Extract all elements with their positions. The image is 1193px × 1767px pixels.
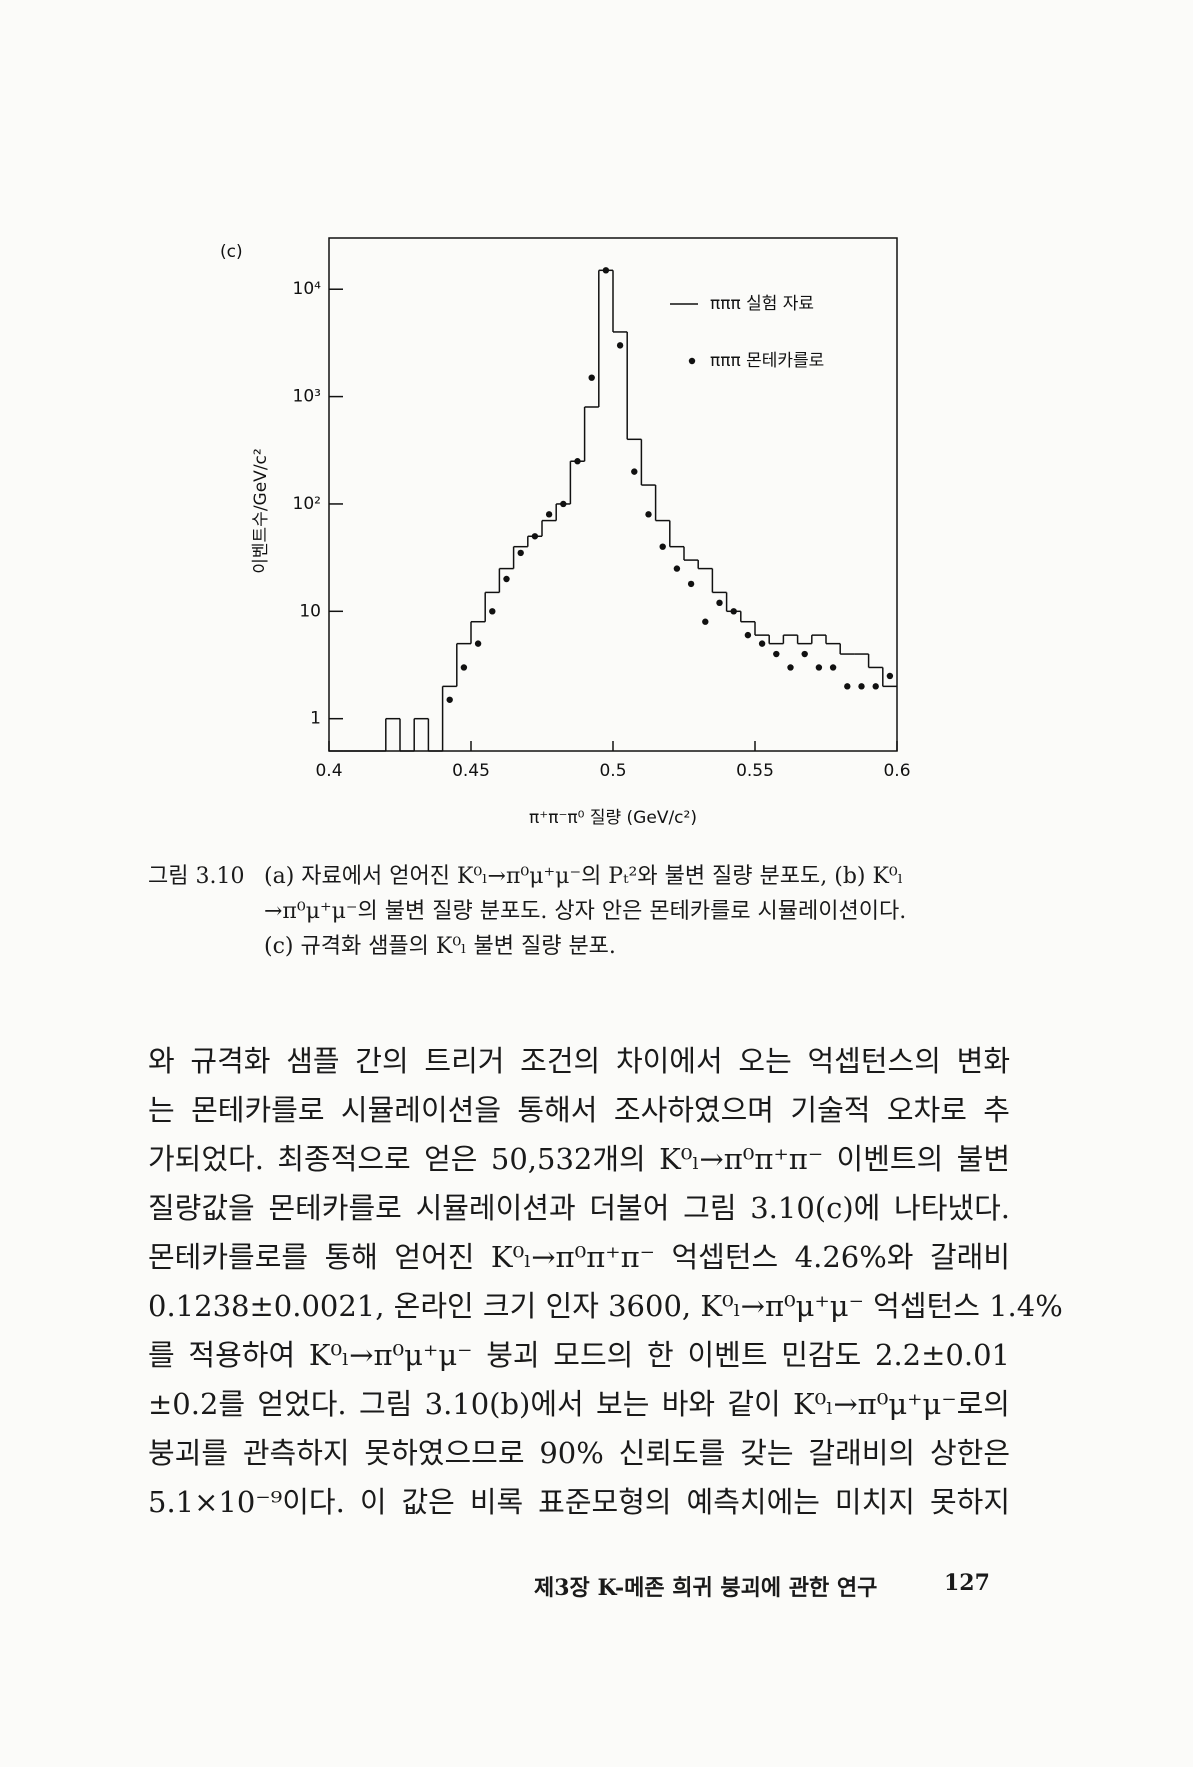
body-line: 를 적용하여 K⁰ₗ→π⁰μ⁺μ⁻ 붕괴 모드의 한 이벤트 민감도 2.2±0… [148, 1338, 1010, 1372]
mc-point [460, 664, 468, 671]
mc-point [602, 267, 610, 274]
mc-point [744, 631, 752, 639]
chapter-title: 제3장 K-메존 희귀 붕괴에 관한 연구 [534, 1575, 878, 1601]
mc-point [758, 640, 766, 647]
legend-label: πππ 실험 자료 [710, 294, 814, 314]
body-line: 와 규격화 샘플 간의 트리거 조건의 차이에서 오는 억셉턴스의 변화 [148, 1044, 1010, 1078]
caption-line: (c) 규격화 샘플의 K⁰ₗ 불변 질량 분포. [264, 934, 616, 959]
mc-point [815, 664, 823, 671]
mc-point [659, 543, 666, 550]
mc-point [645, 511, 652, 518]
caption-label: 그림 3.10 [148, 864, 245, 889]
mc-point [773, 650, 780, 658]
x-tick-label: 0.55 [736, 761, 774, 781]
legend-label: πππ 몬테카를로 [710, 351, 824, 371]
caption-line: →π⁰μ⁺μ⁻의 불변 질량 분포도. 상자 안은 몬테카를로 시뮬레이션이다. [264, 899, 907, 924]
y-tick-label: 10 [299, 601, 321, 621]
mc-point [716, 599, 723, 607]
mc-point [616, 342, 624, 349]
mc-point [673, 565, 681, 572]
mc-point [517, 549, 524, 557]
mc-point [886, 672, 894, 680]
y-tick-label: 1 [310, 709, 321, 729]
x-tick-label: 0.5 [599, 761, 626, 781]
y-tick-label: 10² [293, 494, 321, 514]
mc-point [588, 374, 595, 381]
caption-line: (a) 자료에서 얻어진 K⁰ₗ→π⁰μ⁺μ⁻의 Pₜ²와 불변 질량 분포도,… [264, 864, 904, 889]
mc-point [545, 511, 553, 518]
body-line: 질량값을 몬테카를로 시뮬레이션과 더불어 그림 3.10(c)에 나타냈다. [148, 1191, 1010, 1225]
legend-swatch [688, 357, 696, 365]
x-axis-title: π⁺π⁻π⁰ 질량 (GeV/c²) [529, 808, 697, 828]
mc-point [702, 618, 709, 625]
mc-point [801, 650, 808, 658]
mc-point [872, 683, 879, 690]
mc-point [829, 664, 837, 671]
mc-point [531, 533, 539, 540]
mc-point [574, 458, 581, 465]
mc-point [446, 696, 453, 703]
body-line: ±0.2를 얻었다. 그림 3.10(b)에서 보는 바와 같이 K⁰ₗ→π⁰μ… [148, 1387, 1010, 1421]
body-line: 붕괴를 관측하지 못하였으므로 90% 신뢰도를 갖는 갈래비의 상한은 [148, 1436, 1010, 1470]
y-tick-label: 10⁴ [293, 279, 322, 299]
y-tick-label: 10³ [293, 387, 321, 407]
body-line: 가되었다. 최종적으로 얻은 50,532개의 K⁰ₗ→π⁰π⁺π⁻ 이벤트의 … [148, 1142, 1010, 1176]
mc-point [503, 575, 510, 583]
body-line: 5.1×10⁻⁹이다. 이 값은 비록 표준모형의 예측치에는 미치지 못하지 [148, 1485, 1010, 1519]
y-axis-title: 이벤트수/GeV/c² [251, 448, 271, 573]
mc-point [474, 640, 482, 647]
x-tick-label: 0.6 [883, 761, 910, 781]
mc-point [687, 580, 695, 588]
mc-point [489, 608, 496, 615]
body-line: 는 몬테카를로 시뮬레이션을 통해서 조사하였으며 기술적 오차로 추 [148, 1093, 1010, 1127]
x-tick-label: 0.4 [315, 761, 342, 781]
mc-point [560, 500, 567, 508]
page-number: 127 [944, 1570, 990, 1596]
panel-label: (c) [220, 242, 243, 262]
body-line: 몬테카를로를 통해 얻어진 K⁰ₗ→π⁰π⁺π⁻ 억셉턴스 4.26%와 갈래비 [148, 1240, 1010, 1274]
mc-point [844, 683, 851, 690]
body-line: 0.1238±0.0021, 온라인 크기 인자 3600, K⁰ₗ→π⁰μ⁺μ… [148, 1289, 1063, 1323]
mc-point [631, 468, 638, 475]
mc-point [730, 608, 737, 615]
figure: (c) π⁺π⁻π⁰ 질량 (GeV/c²) 이벤트수/GeV/c² 0.4 0.… [220, 237, 911, 828]
mc-point [787, 664, 794, 671]
x-tick-label: 0.45 [452, 761, 490, 781]
mc-point [858, 683, 865, 690]
